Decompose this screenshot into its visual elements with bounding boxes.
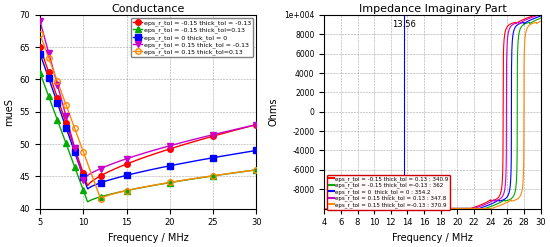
Y-axis label: Ohms: Ohms [268,98,279,126]
Title: Impedance Imaginary Part: Impedance Imaginary Part [359,4,506,14]
X-axis label: Frequency / MHz: Frequency / MHz [392,233,473,243]
Y-axis label: mueS: mueS [4,98,14,126]
Title: Conductance: Conductance [112,4,185,14]
Legend: eps_r_tol = -0.15 thick_tol = -0.13, eps_r_tol = -0.15 thick_tol=0.13, eps_r_tol: eps_r_tol = -0.15 thick_tol = -0.13, eps… [131,18,253,57]
X-axis label: Frequency / MHz: Frequency / MHz [108,233,189,243]
Legend: eps_r_tol = -0.15 thick_tol = 0.13 : 340.9, eps_r_tol = -0.15 thick_tol =-0.13 :: eps_r_tol = -0.15 thick_tol = 0.13 : 340… [327,175,450,210]
Text: 13.56: 13.56 [392,20,416,29]
